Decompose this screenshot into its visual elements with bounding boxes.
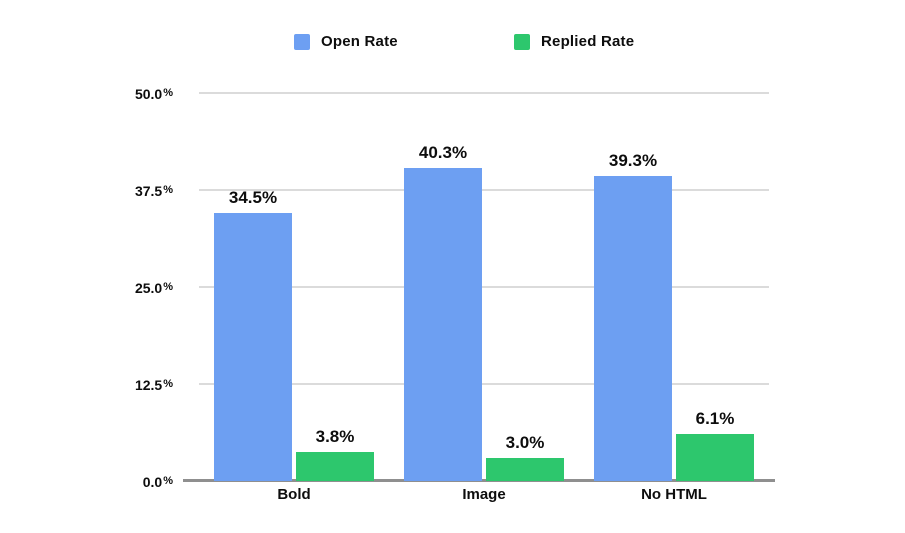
y-tick-percent-sign: % — [163, 378, 173, 390]
bar-open-rate-image — [404, 168, 482, 481]
legend-item-open-rate: Open Rate — [294, 33, 398, 50]
value-label-open-rate-image: 40.3% — [418, 143, 468, 163]
y-tick-value: 12.5 — [134, 377, 163, 393]
value-label-open-rate-bold: 34.5% — [228, 188, 278, 208]
y-tick-value: 37.5 — [134, 183, 163, 199]
legend-swatch-replied-rate — [514, 33, 530, 50]
gridline — [199, 92, 769, 94]
gridline — [199, 189, 769, 191]
value-label-replied-rate-image: 3.0% — [505, 432, 545, 452]
legend-label-replied-rate: Replied Rate — [541, 33, 635, 50]
y-tick-value: 50.0 — [134, 86, 163, 102]
bar-replied-rate-image — [486, 457, 564, 481]
gridline — [199, 383, 769, 385]
bar-replied-rate-no-html — [676, 433, 754, 481]
x-axis-category-label-image: Image — [462, 486, 506, 503]
y-tick-value: 0.0 — [142, 474, 163, 490]
y-axis-tick-label: 37.5% — [61, 181, 173, 200]
y-tick-percent-sign: % — [163, 475, 173, 487]
bar-open-rate-no-html — [594, 176, 672, 481]
y-axis-tick-label: 12.5% — [61, 375, 173, 394]
x-axis-category-label-bold: Bold — [277, 486, 311, 503]
y-axis-tick-label: 0.0% — [61, 472, 173, 491]
legend-label-open-rate: Open Rate — [321, 33, 398, 50]
bar-replied-rate-bold — [296, 451, 374, 481]
y-tick-percent-sign: % — [163, 281, 173, 293]
y-tick-percent-sign: % — [163, 184, 173, 196]
x-axis-category-label-no-html: No HTML — [641, 486, 707, 503]
value-label-replied-rate-bold: 3.8% — [315, 426, 355, 446]
gridline — [199, 286, 769, 288]
y-axis-tick-label: 50.0% — [61, 84, 173, 103]
value-label-replied-rate-no-html: 6.1% — [695, 408, 735, 428]
legend-swatch-open-rate — [294, 33, 310, 50]
value-label-open-rate-no-html: 39.3% — [608, 151, 658, 171]
bar-open-rate-bold — [214, 213, 292, 481]
y-tick-value: 25.0 — [134, 280, 163, 296]
y-axis-tick-label: 25.0% — [61, 278, 173, 297]
y-tick-percent-sign: % — [163, 87, 173, 99]
legend-item-replied-rate: Replied Rate — [514, 33, 634, 50]
